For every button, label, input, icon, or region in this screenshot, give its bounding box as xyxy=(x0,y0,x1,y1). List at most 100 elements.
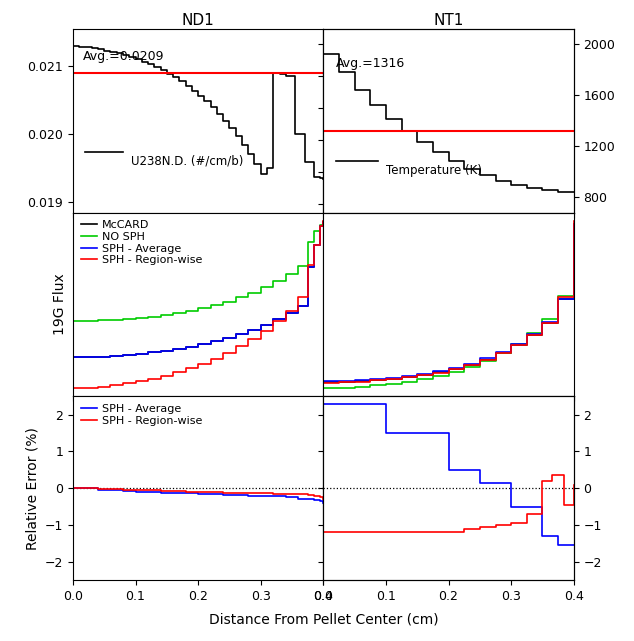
SPH - Average xyxy=(335,377,343,385)
SPH - Region-wise xyxy=(294,490,302,498)
SPH - Region-wise xyxy=(207,360,214,367)
SPH - Average xyxy=(269,492,277,500)
NO SPH xyxy=(570,231,578,238)
SPH - Average xyxy=(316,497,324,505)
SPH - Region-wise xyxy=(351,528,358,536)
McCARD xyxy=(157,349,164,356)
NO SPH xyxy=(107,316,114,324)
McCARD xyxy=(232,330,240,338)
SPH - Average xyxy=(429,429,437,437)
SPH - Average xyxy=(82,353,89,361)
SPH - Region-wise xyxy=(335,528,343,536)
SPH - Average xyxy=(232,334,240,342)
McCARD xyxy=(194,340,202,348)
NO SPH xyxy=(294,271,302,278)
SPH - Average xyxy=(232,491,240,499)
McCARD xyxy=(69,353,77,361)
SPH - Average xyxy=(570,295,578,303)
SPH - Average xyxy=(366,400,374,408)
SPH - Region-wise xyxy=(554,319,562,327)
McCARD xyxy=(460,361,468,369)
SPH - Average xyxy=(382,429,390,437)
McCARD xyxy=(194,343,202,351)
NO SPH xyxy=(523,340,531,347)
Line: SPH - Region-wise: SPH - Region-wise xyxy=(73,488,323,499)
SPH - Average xyxy=(310,263,318,271)
SPH - Average xyxy=(539,532,547,540)
NO SPH xyxy=(82,317,89,324)
SPH - Region-wise xyxy=(570,293,578,301)
SPH - Average xyxy=(132,351,139,359)
McCARD xyxy=(398,375,405,383)
SPH - Region-wise xyxy=(304,492,311,499)
SPH - Region-wise xyxy=(310,492,318,499)
SPH - Region-wise xyxy=(554,293,562,301)
McCARD xyxy=(366,378,374,385)
NO SPH xyxy=(476,357,484,365)
NO SPH xyxy=(144,313,152,320)
SPH - Region-wise xyxy=(144,377,152,385)
SPH - Average xyxy=(413,429,421,437)
NO SPH xyxy=(157,313,164,320)
SPH - Average xyxy=(476,360,484,367)
SPH - Average xyxy=(169,489,177,497)
SPH - Region-wise xyxy=(245,489,252,497)
SPH - Average xyxy=(182,490,190,497)
McCARD xyxy=(413,371,421,379)
SPH - Average xyxy=(429,429,437,437)
SPH - Region-wise xyxy=(476,525,484,533)
NO SPH xyxy=(245,289,252,297)
SPH - Region-wise xyxy=(429,528,437,536)
Text: U238N.D. (#/cm/b): U238N.D. (#/cm/b) xyxy=(131,154,243,168)
SPH - Region-wise xyxy=(548,477,555,485)
SPH - Average xyxy=(398,372,405,380)
McCARD xyxy=(182,345,190,353)
SPH - Region-wise xyxy=(523,342,531,349)
NO SPH xyxy=(144,314,152,322)
McCARD xyxy=(445,369,453,376)
McCARD xyxy=(523,341,531,349)
McCARD xyxy=(94,353,101,360)
McCARD xyxy=(320,222,327,229)
SPH - Region-wise xyxy=(476,356,484,363)
SPH - Average xyxy=(554,319,562,326)
SPH - Average xyxy=(398,429,405,437)
SPH - Average xyxy=(429,370,437,378)
Line: NO SPH: NO SPH xyxy=(323,235,574,388)
NO SPH xyxy=(413,376,421,383)
SPH - Region-wise xyxy=(144,375,152,383)
SPH - Region-wise xyxy=(82,485,89,492)
SPH - Average xyxy=(245,330,252,338)
SPH - Region-wise xyxy=(570,501,578,508)
SPH - Region-wise xyxy=(320,217,327,225)
SPH - Average xyxy=(523,503,531,510)
McCARD xyxy=(310,241,318,249)
SPH - Region-wise xyxy=(207,354,214,362)
NO SPH xyxy=(539,329,547,337)
Line: NO SPH: NO SPH xyxy=(73,222,323,320)
NO SPH xyxy=(351,383,358,390)
SPH - Region-wise xyxy=(69,384,77,392)
NO SPH xyxy=(335,384,343,392)
SPH - Average xyxy=(282,310,290,317)
SPH - Average xyxy=(554,542,562,549)
SPH - Region-wise xyxy=(560,501,568,508)
SPH - Average xyxy=(304,263,311,271)
McCARD xyxy=(304,302,311,310)
SPH - Average xyxy=(335,400,343,408)
SPH - Region-wise xyxy=(257,335,264,343)
SPH - Average xyxy=(282,492,290,500)
SPH - Region-wise xyxy=(282,307,290,315)
McCARD xyxy=(107,353,114,360)
SPH - Region-wise xyxy=(398,374,405,381)
SPH - Average xyxy=(316,496,324,504)
NO SPH xyxy=(539,315,547,323)
SPH - Average xyxy=(382,374,390,381)
SPH - Region-wise xyxy=(398,375,405,383)
McCARD xyxy=(182,343,190,351)
SPH - Average xyxy=(445,364,453,372)
SPH - Region-wise xyxy=(560,472,568,479)
SPH - Average xyxy=(219,334,227,342)
SPH - Average xyxy=(366,375,374,383)
NO SPH xyxy=(316,227,324,235)
